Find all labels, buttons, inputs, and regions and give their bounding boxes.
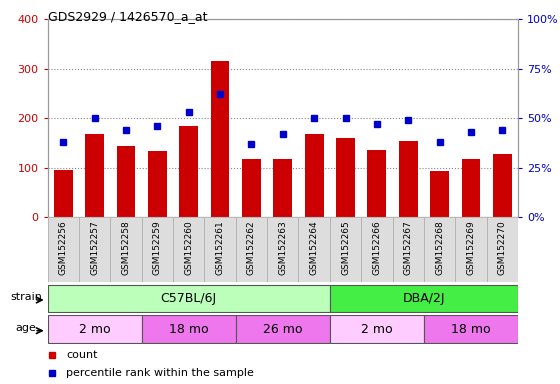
Text: GSM152266: GSM152266 [372, 220, 381, 275]
Text: 2 mo: 2 mo [361, 323, 393, 336]
Text: GSM152259: GSM152259 [153, 220, 162, 275]
Text: strain: strain [10, 292, 42, 302]
Text: age: age [16, 323, 36, 333]
Bar [148, 151, 167, 217]
Text: GSM152262: GSM152262 [247, 220, 256, 275]
Bar [48, 217, 79, 282]
Text: GDS2929 / 1426570_a_at: GDS2929 / 1426570_a_at [48, 10, 207, 23]
Bar [298, 217, 330, 282]
Bar [330, 217, 361, 282]
Bar [393, 217, 424, 282]
Bar [204, 217, 236, 282]
Bar [85, 134, 104, 217]
Bar [455, 217, 487, 282]
Text: GSM152261: GSM152261 [216, 220, 225, 275]
Bar [493, 154, 512, 217]
Bar [399, 141, 418, 217]
Bar [173, 217, 204, 282]
Bar [242, 159, 261, 217]
Text: 18 mo: 18 mo [169, 323, 208, 336]
Text: GSM152260: GSM152260 [184, 220, 193, 275]
Bar [330, 316, 424, 343]
Text: GSM152256: GSM152256 [59, 220, 68, 275]
Bar [54, 170, 73, 217]
Bar [367, 150, 386, 217]
Bar [424, 316, 518, 343]
Text: 18 mo: 18 mo [451, 323, 491, 336]
Bar [211, 61, 230, 217]
Bar [236, 217, 267, 282]
Bar [48, 285, 330, 313]
Bar [179, 126, 198, 217]
Bar [487, 217, 518, 282]
Bar [142, 316, 236, 343]
Text: 2 mo: 2 mo [79, 323, 110, 336]
Bar [110, 217, 142, 282]
Bar [305, 134, 324, 217]
Bar [48, 316, 142, 343]
Bar [330, 285, 518, 313]
Text: count: count [67, 350, 98, 360]
Bar [267, 217, 298, 282]
Text: C57BL/6J: C57BL/6J [161, 292, 217, 305]
Bar [273, 159, 292, 217]
Bar [142, 217, 173, 282]
Text: GSM152268: GSM152268 [435, 220, 444, 275]
Bar [361, 217, 393, 282]
Bar [116, 146, 136, 217]
Bar [430, 171, 449, 217]
Text: percentile rank within the sample: percentile rank within the sample [67, 367, 254, 377]
Text: GSM152257: GSM152257 [90, 220, 99, 275]
Text: 26 mo: 26 mo [263, 323, 302, 336]
Text: GSM152263: GSM152263 [278, 220, 287, 275]
Bar [236, 316, 330, 343]
Text: GSM152265: GSM152265 [341, 220, 350, 275]
Bar [336, 138, 355, 217]
Bar [424, 217, 455, 282]
Text: GSM152264: GSM152264 [310, 220, 319, 275]
Text: GSM152269: GSM152269 [466, 220, 475, 275]
Bar [79, 217, 110, 282]
Text: DBA/2J: DBA/2J [403, 292, 445, 305]
Text: GSM152270: GSM152270 [498, 220, 507, 275]
Text: GSM152267: GSM152267 [404, 220, 413, 275]
Bar [461, 159, 480, 217]
Text: GSM152258: GSM152258 [122, 220, 130, 275]
